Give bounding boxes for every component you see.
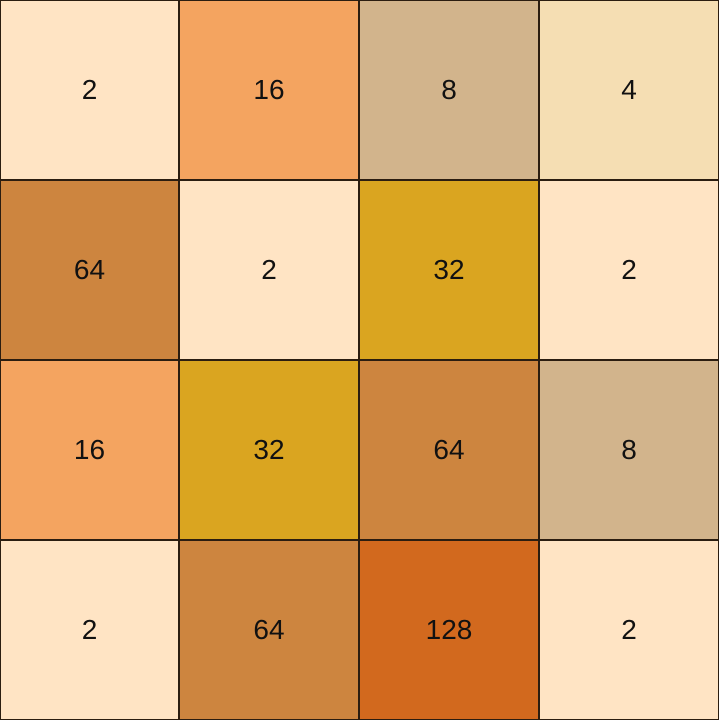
tile-r3-c2: 128 bbox=[359, 540, 539, 720]
tile-r0-c0: 2 bbox=[0, 0, 179, 180]
tile-r2-c2: 64 bbox=[359, 360, 539, 540]
tile-r0-c3: 4 bbox=[539, 0, 719, 180]
tile-r2-c3: 8 bbox=[539, 360, 719, 540]
tile-r1-c0: 64 bbox=[0, 180, 179, 360]
tile-r1-c3: 2 bbox=[539, 180, 719, 360]
tile-r1-c2: 32 bbox=[359, 180, 539, 360]
tile-r0-c2: 8 bbox=[359, 0, 539, 180]
tile-r3-c3: 2 bbox=[539, 540, 719, 720]
tile-r0-c1: 16 bbox=[179, 0, 359, 180]
tile-r2-c0: 16 bbox=[0, 360, 179, 540]
tile-r3-c0: 2 bbox=[0, 540, 179, 720]
tile-r2-c1: 32 bbox=[179, 360, 359, 540]
tile-r1-c1: 2 bbox=[179, 180, 359, 360]
tile-r3-c1: 64 bbox=[179, 540, 359, 720]
